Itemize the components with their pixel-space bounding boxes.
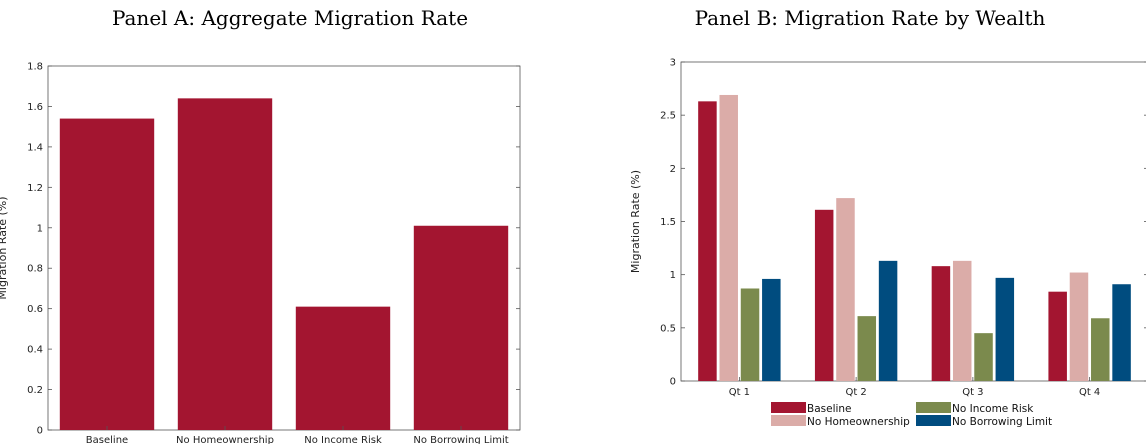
panel-b-bar [698, 101, 717, 382]
panel-b-ytick-label: 0 [670, 377, 676, 388]
panel-b-bar [719, 94, 738, 382]
legend-label: Baseline [807, 403, 852, 415]
panel-a-ytick-label: 0 [37, 426, 43, 437]
panel-b-ytick-label: 2 [670, 164, 676, 175]
panel-a-ytick-label: 1 [37, 223, 43, 234]
panel-a-axes-box [47, 65, 521, 431]
panel-b-bar [952, 260, 972, 381]
panel-b-xtick-label: Qt 3 [962, 387, 983, 398]
panel-b-bar [995, 277, 1015, 381]
panel-b-bar [836, 198, 855, 381]
panel-b-ylabel: Migration Rate (%) [629, 170, 642, 273]
panel-a-xtick-label: No Borrowing Limit [413, 435, 508, 444]
panel-b-bar [1048, 291, 1067, 381]
panel-a-bar [295, 306, 391, 430]
panel-a-title: Panel A: Aggregate Migration Rate [111, 6, 469, 30]
panel-a-ytick-label: 0.4 [27, 345, 43, 356]
panel-b-bar [740, 288, 760, 381]
legend-label: No Income Risk [952, 403, 1034, 415]
panel-b-bar [857, 316, 877, 381]
panel-b-ytick-label: 1 [670, 270, 676, 281]
panel-b-chart: 0 0.5 1 1.5 2 2.5 3 Migration Rate (%) Qt 1 Qt 2 Q… [629, 58, 1146, 428]
panel-b-bar [1091, 318, 1110, 381]
panel-b-ytick-label: 3 [670, 58, 676, 69]
panel-b-xtick-label: Qt 1 [729, 387, 750, 398]
panel-b-bar [974, 333, 993, 381]
panel-a-bar [59, 118, 155, 431]
panel-b-ytick-label: 0.5 [660, 323, 676, 334]
panel-b-bar [814, 209, 834, 381]
panel-a-ytick-label: 0.2 [27, 385, 43, 396]
panel-b-xtick-label: Qt 2 [845, 387, 866, 398]
panel-b-bar [1112, 284, 1131, 381]
panel-b-bar [878, 260, 898, 381]
panel-b-title: Panel B: Migration Rate by Wealth [694, 6, 1046, 30]
panel-a-ytick-label: 0.8 [27, 264, 43, 275]
panel-b-bar [1069, 272, 1089, 381]
panel-b-bar [931, 266, 951, 381]
legend-swatch [771, 415, 806, 426]
legend-swatch [916, 415, 951, 426]
panel-b-ytick-label: 2.5 [660, 111, 676, 122]
panel-a-ytick-label: 1.2 [27, 183, 43, 194]
panel-a-ytick-label: 0.6 [27, 304, 43, 315]
panel-a-ytick-label: 1.8 [27, 62, 43, 73]
legend-label: No Borrowing Limit [952, 416, 1052, 428]
panel-a-chart: 0 0.2 0.4 0.6 0.8 1 1.2 1.4 1.6 1.8 Migration Rate… [0, 62, 521, 444]
legend-label: No Homeownership [807, 416, 910, 428]
panel-a-bar [177, 98, 273, 430]
panel-b-xtick-label: Qt 4 [1079, 387, 1100, 398]
legend-swatch [771, 402, 806, 413]
panel-a-xtick-label: No Homeownership [176, 435, 274, 444]
legend-swatch [916, 402, 951, 413]
panel-a-ylabel: Migration Rate (%) [0, 196, 9, 299]
panel-a-ytick-label: 1.4 [27, 142, 43, 153]
panel-b-bar [762, 278, 781, 381]
panel-a-ytick-label: 1.6 [27, 102, 43, 113]
panel-b-ytick-label: 1.5 [660, 217, 676, 228]
panel-a-xtick-label: Baseline [86, 435, 128, 444]
panel-a-xtick-label: No Income Risk [304, 435, 382, 444]
panel-a-bar [413, 225, 509, 430]
